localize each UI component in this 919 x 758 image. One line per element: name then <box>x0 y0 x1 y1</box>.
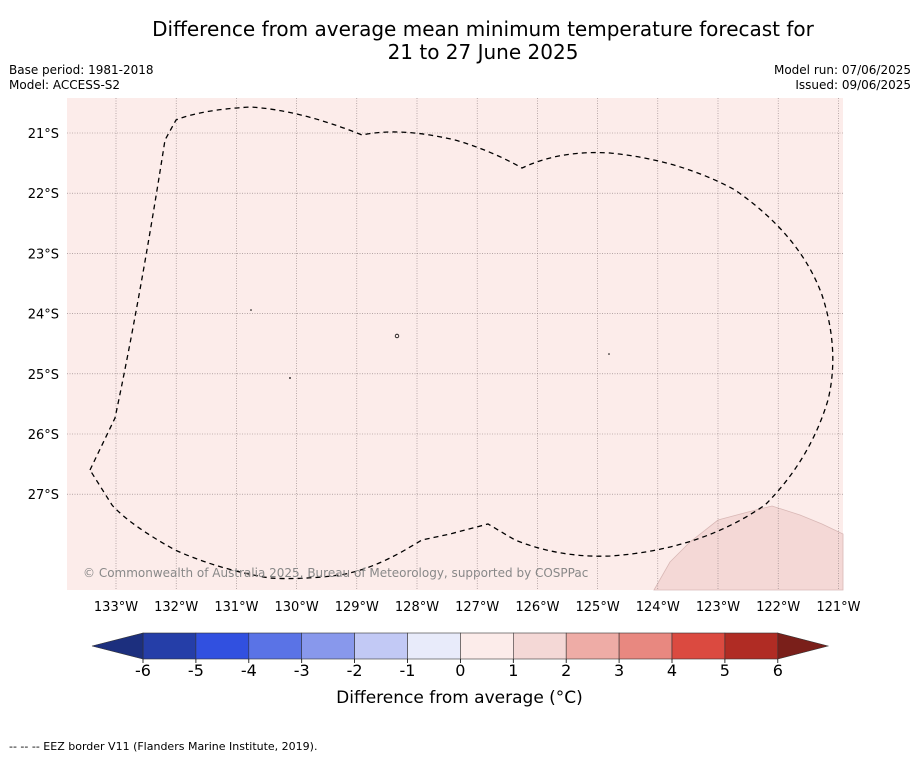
longitude-label: 129°W <box>335 600 379 615</box>
model-run-label: Model run: 07/06/2025 <box>773 63 911 77</box>
latitude-label: 22°S <box>28 187 59 202</box>
copyright-text: © Commonwealth of Australia 2025, Bureau… <box>83 566 588 580</box>
latitude-label: 26°S <box>28 428 59 443</box>
right-metadata: Model run: 07/06/2025 Issued: 09/06/2025 <box>774 63 911 93</box>
latitude-labels: 21°S 22°S 23°S 24°S 25°S 26°S 27°S <box>28 127 59 503</box>
base-period-label: Base period: 1981-2018 <box>9 63 154 77</box>
colorbar-tick-label: 6 <box>773 661 783 680</box>
colorbar-segment <box>618 632 673 660</box>
longitude-label: 125°W <box>576 600 620 615</box>
colorbar-tick-label: -1 <box>400 661 416 680</box>
eez-footnote: -- -- -- EEZ border V11 (Flanders Marine… <box>9 740 318 753</box>
colorbar-segment <box>195 632 250 660</box>
longitude-label: 127°W <box>455 600 499 615</box>
longitude-label: 122°W <box>756 600 800 615</box>
longitude-label: 124°W <box>636 600 680 615</box>
colorbar-tick-label: -5 <box>188 661 204 680</box>
map-panel: © Commonwealth of Australia 2025, Bureau… <box>67 98 844 591</box>
colorbar-segment <box>460 632 514 660</box>
colorbar-segment <box>512 632 567 660</box>
eez-border <box>89 106 834 580</box>
latitude-label: 27°S <box>28 488 59 503</box>
colorbar-under-arrow <box>91 632 144 660</box>
longitude-label: 128°W <box>395 600 439 615</box>
colorbar-segment <box>724 632 779 660</box>
longitude-labels: 133°W 132°W 131°W 130°W 129°W 128°W 127°W 126°W… <box>94 600 861 615</box>
colorbar-tick-label: 5 <box>720 661 730 680</box>
longitude-label: 126°W <box>515 600 559 615</box>
longitude-label: 123°W <box>696 600 740 615</box>
latitude-label: 23°S <box>28 247 59 262</box>
colorbar-segment <box>565 632 620 660</box>
colorbar-tick-label: -3 <box>294 661 310 680</box>
colorbar-segment <box>248 632 303 660</box>
map-title: Difference from average mean minimum tem… <box>0 18 919 64</box>
issued-label: Issued: 09/06/2025 <box>795 78 911 92</box>
colorbar-tick-label: -2 <box>347 661 363 680</box>
island-marker <box>289 377 291 379</box>
colorbar-tick-label: 4 <box>667 661 677 680</box>
island-marker <box>250 309 252 311</box>
colorbar-segment <box>142 632 197 660</box>
island-marker <box>608 353 610 355</box>
longitude-label: 133°W <box>94 600 138 615</box>
colorbar-segment <box>354 632 408 660</box>
colorbar-tick-label: -4 <box>241 661 257 680</box>
land-area <box>653 505 844 591</box>
left-metadata: Base period: 1981-2018 Model: ACCESS-S2 <box>9 63 154 93</box>
colorbar-segment <box>671 632 726 660</box>
longitude-label: 131°W <box>214 600 258 615</box>
model-label: Model: ACCESS-S2 <box>9 78 121 92</box>
colorbar-tick-label: 1 <box>508 661 518 680</box>
latitude-label: 24°S <box>28 308 59 323</box>
colorbar-title: Difference from average (°C) <box>336 688 583 708</box>
colorbar-tick-label: 2 <box>561 661 571 680</box>
colorbar-tick-label: 0 <box>455 661 465 680</box>
colorbar-tick-label: 3 <box>614 661 624 680</box>
gridlines <box>67 98 843 590</box>
colorbar-tick-label: -6 <box>135 661 151 680</box>
colorbar-over-arrow <box>777 632 830 660</box>
title-line-2: 21 to 27 June 2025 <box>387 40 579 64</box>
longitude-label: 130°W <box>275 600 319 615</box>
longitude-label: 132°W <box>154 600 198 615</box>
latitude-label: 25°S <box>28 368 59 383</box>
colorbar: -6 -5 -4 -3 -2 -1 0 1 2 3 4 5 6 <box>91 632 830 680</box>
title-line-1: Difference from average mean minimum tem… <box>152 17 814 41</box>
latitude-label: 21°S <box>28 127 59 142</box>
island-marker <box>394 333 400 339</box>
colorbar-segment <box>407 632 461 660</box>
colorbar-segment <box>301 632 355 660</box>
map-background <box>67 98 843 590</box>
longitude-label: 121°W <box>816 600 860 615</box>
